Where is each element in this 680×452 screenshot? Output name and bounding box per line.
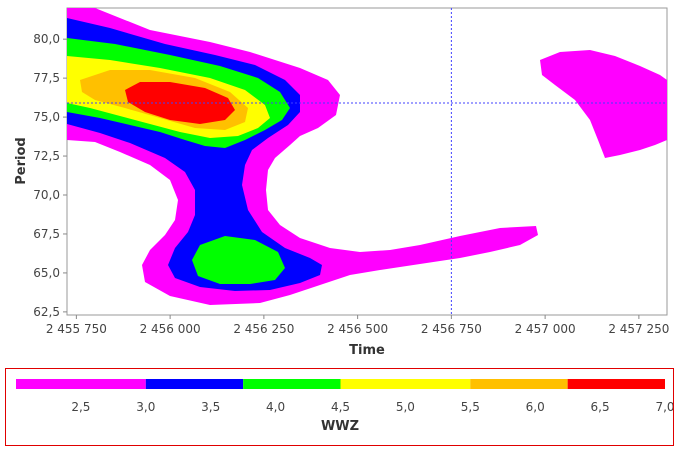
colorbar-tick-label: 3,5 xyxy=(201,400,220,414)
colorbar-label: WWZ xyxy=(321,419,359,434)
y-tick-label: 67,5 xyxy=(33,227,60,241)
x-tick-label: 2 455 750 xyxy=(46,322,107,336)
contour-wwz-3-75-bottom xyxy=(192,236,285,284)
colorbar-tick-label: 4,5 xyxy=(331,400,350,414)
colorbar-tick-label: 6,0 xyxy=(526,400,545,414)
x-tick-label: 2 456 000 xyxy=(140,322,201,336)
colorbar-tick-label: 3,0 xyxy=(136,400,155,414)
colorbar-band xyxy=(470,379,568,389)
colorbar-tick-label: 6,5 xyxy=(591,400,610,414)
colorbar-tick-label: 4,0 xyxy=(266,400,285,414)
y-tick-label: 65,0 xyxy=(33,266,60,280)
y-axis: 62,5 65,0 67,5 70,0 72,5 75,0 77,5 80,0 xyxy=(33,32,67,319)
colorbar-band xyxy=(16,379,146,389)
contour-wwz-right xyxy=(540,50,667,158)
colorbar-tick-label: 2,5 xyxy=(71,400,90,414)
x-tick-label: 2 456 250 xyxy=(233,322,294,336)
colorbar-band xyxy=(145,379,244,389)
colorbar-ticks: 2,5 3,0 3,5 4,0 4,5 5,0 5,5 6,0 6,5 7,0 xyxy=(71,400,674,414)
colorbar-tick-label: 5,5 xyxy=(461,400,480,414)
y-tick-label: 72,5 xyxy=(33,149,60,163)
colorbar xyxy=(16,379,665,389)
x-tick-label: 2 456 750 xyxy=(421,322,482,336)
x-tick-label: 2 457 250 xyxy=(608,322,669,336)
colorbar-band xyxy=(340,379,471,389)
colorbar-band xyxy=(567,379,665,389)
x-tick-label: 2 457 000 xyxy=(515,322,576,336)
y-tick-label: 75,0 xyxy=(33,110,60,124)
x-tick-label: 2 456 500 xyxy=(327,322,388,336)
y-tick-label: 80,0 xyxy=(33,32,60,46)
colorbar-tick-label: 7,0 xyxy=(655,400,674,414)
x-axis: 2 455 750 2 456 000 2 456 250 2 456 500 2 45… xyxy=(46,315,669,336)
colorbar-band xyxy=(243,379,341,389)
colorbar-tick-label: 5,0 xyxy=(396,400,415,414)
y-tick-label: 62,5 xyxy=(33,305,60,319)
x-axis-title: Time xyxy=(349,343,385,358)
y-axis-title: Period xyxy=(14,137,29,184)
y-tick-label: 70,0 xyxy=(33,188,60,202)
legend-frame xyxy=(5,368,674,446)
y-tick-label: 77,5 xyxy=(33,71,60,85)
